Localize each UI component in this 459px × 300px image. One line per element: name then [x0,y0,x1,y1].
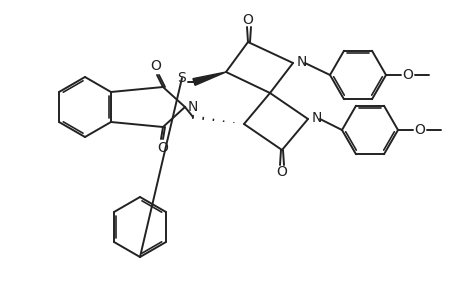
Text: O: O [276,165,287,179]
Text: O: O [402,68,413,82]
Text: O: O [150,59,161,73]
Text: O: O [414,123,425,137]
Text: N: N [296,55,307,69]
Text: N: N [187,100,198,114]
Text: O: O [157,141,168,155]
Text: S: S [177,71,186,85]
Polygon shape [192,72,225,85]
Text: O: O [242,13,253,27]
Text: N: N [311,111,321,125]
